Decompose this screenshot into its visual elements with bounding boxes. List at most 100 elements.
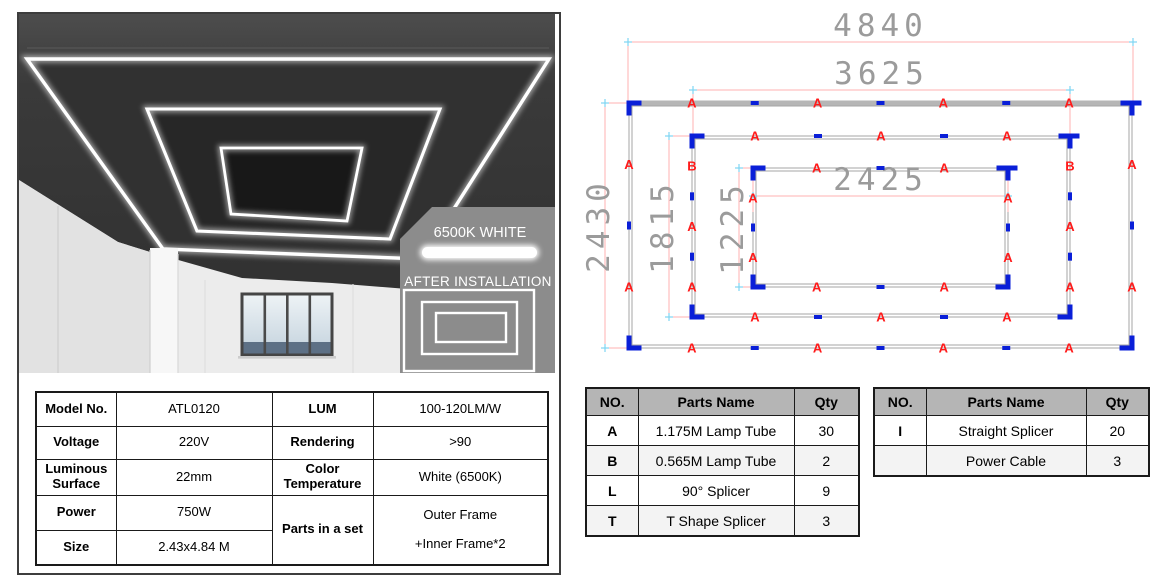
part-qty: 9	[793, 475, 860, 506]
lamp-tube-label: A	[1003, 190, 1013, 205]
straight-splicer-icon	[1130, 221, 1134, 230]
spec-label: Power	[35, 494, 117, 531]
spec-value: >90	[372, 425, 549, 460]
part-qty: 3	[793, 505, 860, 537]
corner-splicer-icon	[750, 165, 766, 171]
straight-splicer-icon	[1002, 101, 1011, 105]
dim-outer-width-label: 4840	[833, 10, 928, 44]
parts-col-header: Qty	[793, 387, 860, 416]
corner-splicer-icon	[995, 284, 1011, 290]
corner-splicer-icon	[750, 274, 756, 290]
lamp-tube-label: A	[939, 96, 949, 111]
inner-frame-outline-inner	[755, 170, 1006, 285]
corner-splicer-icon	[1067, 304, 1073, 320]
info-overlay: 6500K WHITE AFTER INSTALLATION	[400, 207, 555, 373]
spec-label: Rendering	[271, 425, 374, 460]
straight-splicer-icon	[750, 346, 759, 350]
part-no: I	[873, 415, 927, 446]
lamp-tube-label: A	[748, 250, 758, 265]
product-panel: 6500K WHITE AFTER INSTALLATION Model No.…	[17, 12, 561, 575]
t-splicer-icon	[1005, 170, 1011, 181]
parts-in-set-line2: +Inner Frame*2	[414, 535, 506, 551]
lamp-tube-label: A	[687, 96, 697, 111]
part-qty: 20	[1085, 415, 1150, 446]
part-no: T	[585, 505, 639, 537]
parts-row: L 90° Splicer 9	[585, 475, 860, 506]
lamp-tube-label: A	[1002, 310, 1012, 325]
lamp-tube-label: A	[750, 129, 760, 144]
corner-splicer-icon	[689, 304, 695, 320]
lamp-tube-label: A	[624, 157, 634, 172]
middle-frame-outline	[691, 135, 1071, 318]
lamp-tube-label: A	[1127, 157, 1137, 172]
lamp-tube-label: A	[687, 219, 697, 234]
straight-splicer-icon	[814, 315, 822, 319]
straight-splicer-icon	[876, 166, 885, 170]
t-splicer-icon	[1058, 133, 1080, 139]
straight-splicer-icon	[940, 315, 948, 319]
straight-splicer-icon	[876, 285, 885, 289]
corner-splicer-icon	[1129, 335, 1135, 351]
straight-splicer-icon	[690, 252, 694, 261]
spec-value: ATL0120	[115, 391, 273, 427]
dim-outer-height-label: 2430	[581, 178, 617, 273]
outer-frame-outline-inner	[631, 105, 1130, 346]
corner-splicer-icon	[626, 100, 632, 116]
part-no: A	[585, 415, 639, 446]
lamp-tube-label: A	[687, 341, 697, 356]
parts-row: A 1.175M Lamp Tube 30	[585, 415, 860, 446]
part-no: B	[585, 445, 639, 476]
straight-splicer-icon	[876, 101, 885, 105]
lamp-tube-label: A	[940, 280, 950, 295]
part-qty: 30	[793, 415, 860, 446]
lamp-tube-label: A	[1003, 250, 1013, 265]
spec-label: Size	[35, 529, 117, 566]
spec-label: Model No.	[35, 391, 117, 427]
led-frame-middle	[144, 107, 443, 241]
corner-splicer-icon	[1005, 274, 1011, 290]
photo-wrap: 6500K WHITE AFTER INSTALLATION	[19, 14, 556, 373]
straight-splicer-icon	[940, 134, 948, 138]
lamp-tube-label: A	[687, 279, 697, 294]
part-name: 1.175M Lamp Tube	[637, 415, 795, 446]
parts-table-main: NO. Parts Name Qty A 1.175M Lamp Tube 30 B 0.56…	[585, 387, 860, 537]
parts-col-header: NO.	[585, 387, 639, 416]
t-splicer-icon	[996, 165, 1018, 171]
part-name: 0.565M Lamp Tube	[637, 445, 795, 476]
spec-value: Outer Frame +Inner Frame*2	[372, 494, 549, 566]
lamp-tube-label: A	[624, 279, 634, 294]
corner-splicer-icon	[689, 314, 705, 320]
part-name: T Shape Splicer	[637, 505, 795, 537]
lamp-tube-label: A	[812, 161, 822, 176]
lamp-tube-label: B	[687, 159, 696, 174]
corner-splicer-icon	[626, 100, 642, 106]
parts-col-header: NO.	[873, 387, 927, 416]
lamp-tube-label: A	[1064, 341, 1074, 356]
lamp-tube-label: A	[813, 96, 823, 111]
lamp-tube-label: A	[1065, 219, 1075, 234]
corner-splicer-icon	[1057, 314, 1073, 320]
lamp-tube-label: A	[940, 161, 950, 176]
lamp-tube-label: A	[876, 129, 886, 144]
spec-label: LUM	[271, 391, 374, 427]
lamp-tube-label: A	[1127, 279, 1137, 294]
corner-splicer-icon	[750, 284, 766, 290]
spec-label: Color Temperature	[271, 458, 374, 496]
lamp-tube-label: A	[750, 310, 760, 325]
dim-inner-height-label: 1225	[715, 180, 751, 275]
part-name: Power Cable	[925, 445, 1087, 477]
straight-splicer-icon	[690, 192, 694, 201]
parts-row: Power Cable 3	[873, 445, 1150, 477]
window	[238, 292, 336, 359]
parts-row: B 0.565M Lamp Tube 2	[585, 445, 860, 476]
color-temp-label: 6500K WHITE	[434, 225, 527, 241]
ceiling-step-inner	[221, 148, 362, 221]
spec-label: Parts in a set	[271, 494, 374, 566]
led-frame-inner	[219, 146, 364, 223]
installation-icon	[402, 288, 536, 373]
lamp-tube-label: A	[748, 190, 758, 205]
parts-col-header: Qty	[1085, 387, 1150, 416]
middle-frame-outline-inner	[694, 138, 1068, 315]
